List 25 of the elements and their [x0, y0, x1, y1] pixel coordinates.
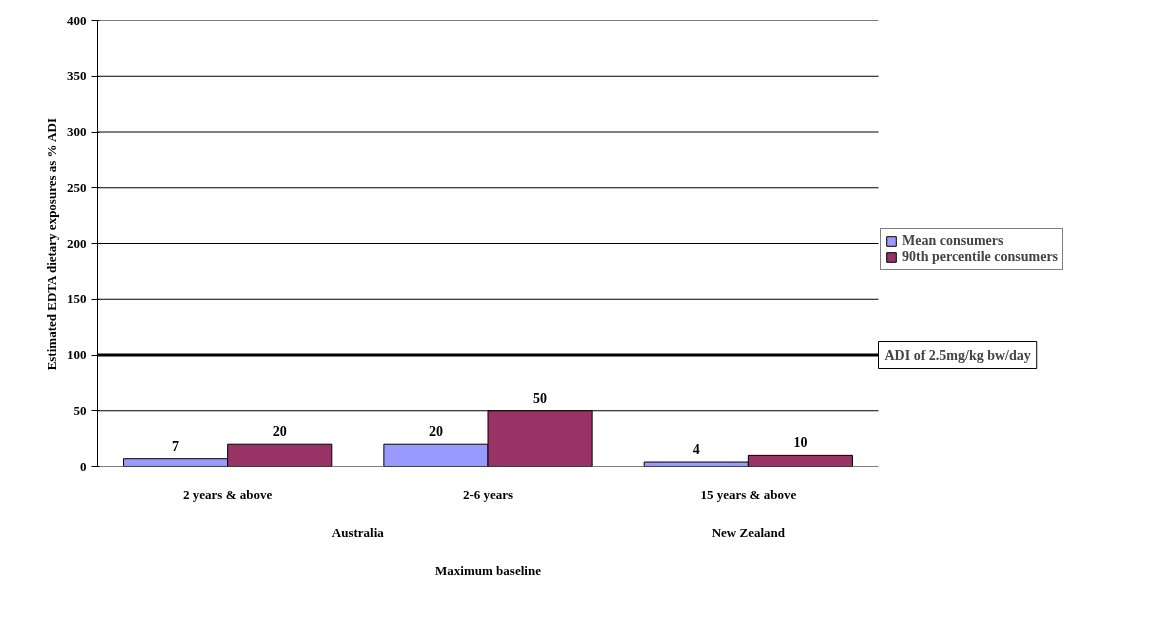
y-tick-label: 400	[67, 12, 87, 28]
y-tick-label: 300	[67, 124, 87, 139]
text: Maximum baseline	[435, 562, 542, 578]
y-tick-label: 50	[73, 402, 87, 418]
x-tick-label: 2-6 years	[462, 486, 514, 502]
data-label: 20	[428, 424, 443, 440]
x-tick-label: 2 years & above	[183, 486, 273, 502]
y-tick-label: 200	[67, 235, 87, 251]
legend-label: 90th percentile consumers	[902, 249, 1059, 265]
data-label: 10	[793, 435, 808, 451]
data-label: 20	[272, 424, 287, 440]
legend-label: Mean consumers	[902, 233, 1004, 249]
y-tick-label: 0	[80, 458, 87, 474]
text: Australia	[331, 524, 385, 540]
text: New Zealand	[711, 524, 786, 540]
data-label: 7	[172, 438, 180, 454]
y-axis-title: Estimated EDTA dietary exposures as % ADI	[44, 118, 59, 371]
y-tick-label: 100	[67, 347, 87, 362]
y-tick-label: 150	[67, 291, 87, 307]
ref-line-label: ADI of 2.5mg/kg bw/day	[884, 347, 1031, 363]
x-tick-label: 15 years & above	[700, 486, 797, 502]
y-tick-label: 250	[67, 179, 87, 195]
data-label: 50	[533, 390, 548, 406]
y-tick-label: 350	[67, 68, 87, 84]
data-label: 4	[692, 442, 700, 458]
